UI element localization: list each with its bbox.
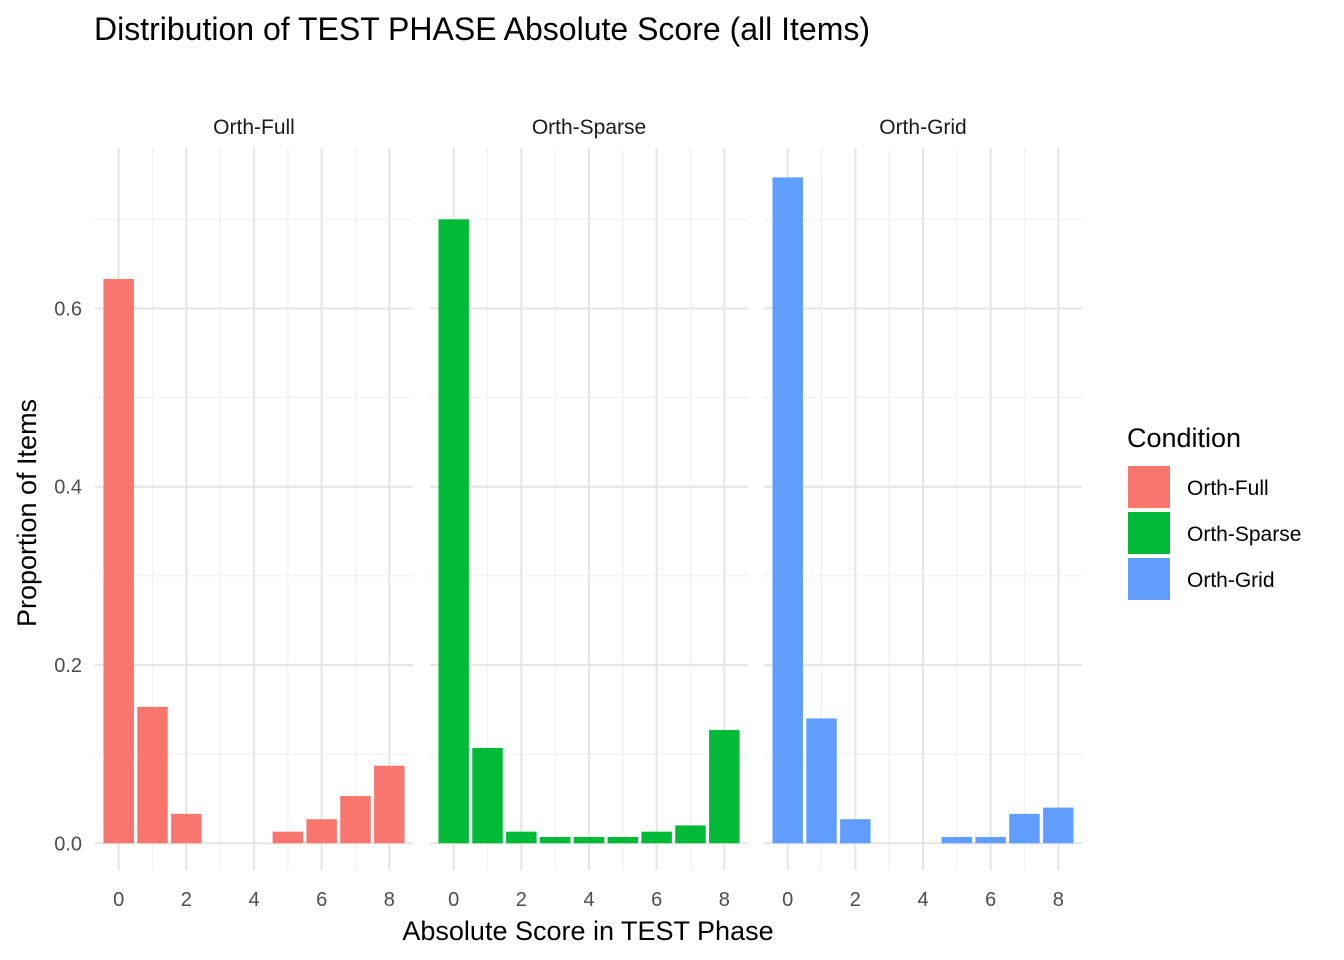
legend-label: Orth-Full [1187, 477, 1269, 500]
bar [1009, 813, 1040, 844]
bar [171, 813, 202, 844]
bar [806, 718, 837, 844]
y-axis-label: Proportion of Items [12, 399, 42, 627]
facet-strip-label: Orth-Grid [879, 116, 967, 139]
facet-strip-label: Orth-Sparse [532, 116, 646, 139]
x-tick-label: 2 [850, 889, 861, 911]
y-tick-label: 0.0 [54, 833, 82, 855]
bar [506, 831, 537, 844]
facet-panel-orth-full: Orth-Full 0 2 4 6 8 [95, 116, 413, 911]
bar [438, 219, 469, 844]
bar [840, 819, 871, 844]
bar [772, 177, 803, 844]
bar [675, 825, 706, 844]
x-tick-label: 8 [1053, 889, 1064, 911]
chart-title: Distribution of TEST PHASE Absolute Scor… [94, 11, 870, 47]
y-tick-label: 0.6 [54, 298, 82, 320]
bar [709, 730, 740, 844]
x-tick-label: 4 [917, 889, 928, 911]
bar [975, 837, 1006, 844]
bar [272, 831, 304, 844]
facet-panels: Orth-Full 0 2 4 6 8 Orth-Sparse 0 2 4 6 8 Orth-Grid 0… [54, 116, 1082, 911]
y-tick-label: 0.4 [54, 477, 82, 499]
bar [539, 837, 571, 844]
bar [1043, 807, 1074, 844]
x-tick-label: 6 [985, 889, 996, 911]
x-axis-label: Absolute Score in TEST Phase [402, 916, 773, 946]
bar [573, 837, 605, 844]
legend-key [1128, 466, 1170, 508]
bar [641, 831, 672, 844]
x-tick-label: 0 [448, 889, 459, 911]
facet-strip-label: Orth-Full [213, 116, 295, 139]
facet-panel-orth-grid: Orth-Grid 0 2 4 6 8 [764, 116, 1082, 911]
x-tick-label: 4 [248, 889, 259, 911]
legend-label: Orth-Grid [1187, 569, 1275, 592]
x-tick-label: 0 [113, 889, 124, 911]
legend-label: Orth-Sparse [1187, 523, 1301, 546]
x-tick-label: 8 [719, 889, 730, 911]
x-tick-label: 2 [181, 889, 192, 911]
y-tick-label: 0.2 [54, 655, 82, 677]
facet-panel-orth-sparse: Orth-Sparse 0 2 4 6 8 [430, 116, 748, 911]
bar [374, 765, 405, 844]
x-tick-label: 6 [651, 889, 662, 911]
bar [103, 279, 134, 844]
bar [306, 819, 337, 844]
x-tick-label: 0 [782, 889, 793, 911]
bar [941, 837, 973, 844]
bar [607, 837, 639, 844]
legend-key [1128, 558, 1170, 600]
bar [472, 747, 503, 844]
x-tick-label: 4 [583, 889, 594, 911]
legend-key [1128, 512, 1170, 554]
legend: Condition Orth-Full Orth-Sparse Orth-Grid [1127, 423, 1301, 600]
bar [340, 796, 371, 844]
x-tick-label: 6 [316, 889, 327, 911]
bar [137, 706, 168, 844]
legend-title: Condition [1127, 423, 1241, 453]
x-tick-label: 8 [384, 889, 395, 911]
x-tick-label: 2 [516, 889, 527, 911]
